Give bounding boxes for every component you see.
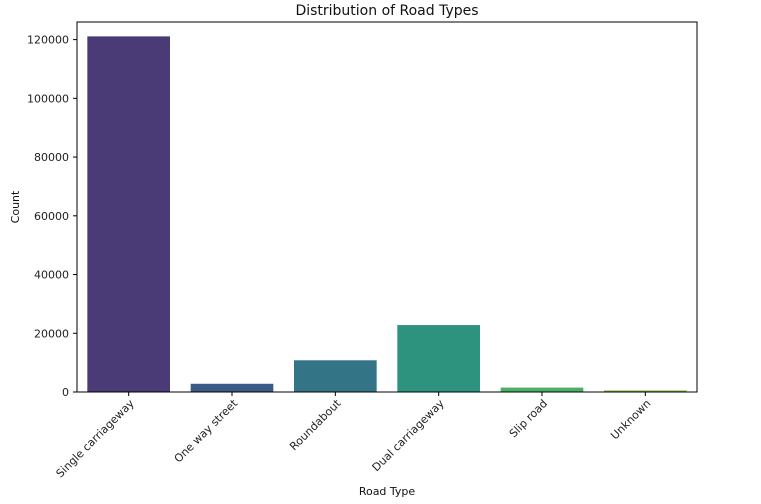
x-tick-label: One way street <box>172 396 241 465</box>
y-tick-label: 40000 <box>34 269 69 282</box>
y-axis-label: Count <box>9 190 22 223</box>
bar-single-carriageway <box>87 36 170 392</box>
bar-one-way-street <box>190 383 274 392</box>
x-axis: Single carriageway One way street Roundabo… <box>54 392 653 481</box>
chart-title: Distribution of Road Types <box>295 3 478 19</box>
bar-dual-carriageway <box>397 325 480 392</box>
bar-roundabout <box>294 360 377 392</box>
y-tick-label: 20000 <box>34 327 69 340</box>
y-axis: 0 20000 40000 60000 80000 100000 120000 <box>27 34 77 399</box>
y-tick-label: 100000 <box>27 92 69 105</box>
y-tick-label: 120000 <box>27 34 69 47</box>
x-tick-label: Dual carriageway <box>370 397 448 475</box>
x-tick-label: Roundabout <box>287 396 344 453</box>
y-tick-label: 60000 <box>34 210 69 223</box>
x-tick-label: Single carriageway <box>54 397 138 481</box>
bar-slip-road <box>500 387 584 392</box>
plot-frame <box>76 21 698 393</box>
y-tick-label: 0 <box>62 386 69 399</box>
x-tick-label: Slip road <box>507 397 550 440</box>
y-tick-label: 80000 <box>34 151 69 164</box>
x-tick-label: Unknown <box>608 397 653 442</box>
x-axis-label: Road Type <box>359 485 416 498</box>
bar-unknown <box>604 390 687 392</box>
bars-layer <box>87 36 687 392</box>
